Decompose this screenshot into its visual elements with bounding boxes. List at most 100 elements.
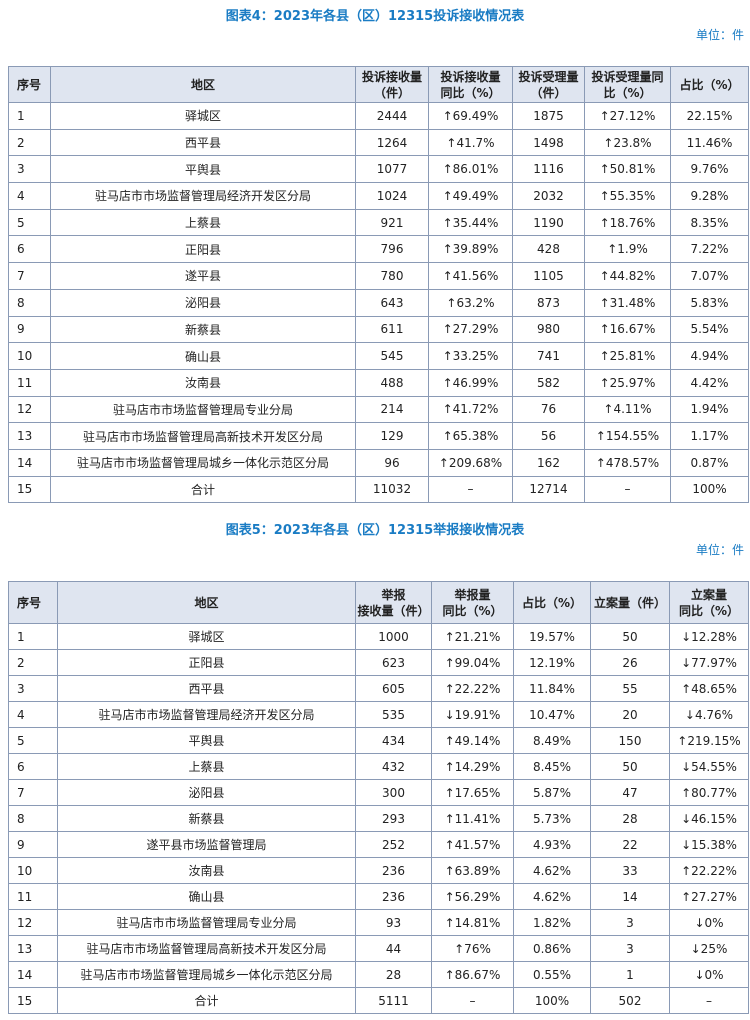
table-cell: 796 <box>355 235 429 264</box>
table-row: 4 驻马店市市场监督管理局经济开发区分局 535 ↓19.91% 10.47% 20 ↓4.… <box>8 701 749 728</box>
table-cell: 9 <box>8 831 58 858</box>
table-cell: ↓19.91% <box>431 701 514 728</box>
table-cell: 驻马店市市场监督管理局高新技术开发区分局 <box>57 935 356 962</box>
table-cell: – <box>669 987 749 1014</box>
table-row: 13 驻马店市市场监督管理局高新技术开发区分局 44 ↑76% 0.86% 3 ↓25% <box>8 935 749 962</box>
table-cell: 汝南县 <box>57 857 356 884</box>
table-cell: ↑55.35% <box>584 182 671 210</box>
table-cell: ↑27.27% <box>669 883 749 910</box>
header-text: 占比（%） <box>521 595 583 610</box>
header-cell: 举报量 同比（%） <box>431 581 514 624</box>
header-text: 投诉受理量 <box>518 69 579 84</box>
table-row: 9 新蔡县 611 ↑27.29% 980 ↑16.67% 5.54% <box>8 315 749 344</box>
table-cell: 1116 <box>512 155 585 184</box>
table-cell: 7 <box>8 262 51 290</box>
table-cell: ↑22.22% <box>431 675 514 702</box>
table-cell: 20 <box>590 701 670 728</box>
header-text: 同比（%） <box>678 603 740 618</box>
table-cell: 150 <box>590 727 670 754</box>
header-cell: 地区 <box>57 581 356 624</box>
table-cell: 7.22% <box>670 235 749 264</box>
table-cell: 平舆县 <box>57 727 356 754</box>
header-row: 序号 地区 举报 接收量（件） 举报量 同比（%） 占比（%） 立案量（件） 立案量 同比（%） <box>8 581 749 624</box>
table-cell: 47 <box>590 779 670 806</box>
table-cell: 8 <box>8 805 58 832</box>
header-row: 序号 地区 投诉接收量 （件） 投诉接收量 同比（%） 投诉受理量 （件） 投诉受理量同 比（%）… <box>8 66 749 103</box>
header-cell: 立案量（件） <box>590 581 670 624</box>
header-cell: 序号 <box>8 66 51 103</box>
header-cell: 投诉受理量同 比（%） <box>584 66 671 103</box>
table-cell: 5111 <box>355 987 432 1014</box>
table-cell: 9 <box>8 315 51 344</box>
table-cell: 100% <box>513 987 591 1014</box>
table-cell: 4.93% <box>513 831 591 858</box>
header-text: （件） <box>530 85 567 100</box>
table-cell: 10.47% <box>513 701 591 728</box>
header-text: 地区 <box>194 595 219 610</box>
table-cell: 5 <box>8 727 58 754</box>
table-cell: 873 <box>512 288 585 317</box>
table-cell: ↓25% <box>669 935 749 962</box>
table-cell: ↑31.48% <box>584 288 671 317</box>
table-cell: 1024 <box>355 182 429 210</box>
table-row: 9 遂平县市场监督管理局 252 ↑41.57% 4.93% 22 ↓15.38% <box>8 831 749 858</box>
table-cell: 44 <box>355 935 432 962</box>
table-cell: 12.19% <box>513 649 591 676</box>
table-cell: 13 <box>8 422 51 450</box>
table-cell: – <box>584 475 671 504</box>
table-cell: 3 <box>8 155 51 184</box>
table-cell: 8.49% <box>513 727 591 754</box>
table-cell: 0.87% <box>670 448 749 477</box>
table-cell: ↑25.81% <box>584 342 671 370</box>
table-cell: ↑48.65% <box>669 675 749 702</box>
header-text: 接收量（件） <box>357 603 430 618</box>
table-cell: ↑16.67% <box>584 315 671 344</box>
header-text: 同比（%） <box>440 85 501 100</box>
table-cell: 428 <box>512 235 585 264</box>
table-cell: ↑219.15% <box>669 727 749 754</box>
table-cell: 5.73% <box>513 805 591 832</box>
table-cell: 8 <box>8 288 51 317</box>
table-cell: ↑99.04% <box>431 649 514 676</box>
table-cell: 545 <box>355 342 429 370</box>
header-text: 投诉接收量 <box>361 69 422 84</box>
unit-label: 单位：件 <box>695 543 744 557</box>
table-cell: ↑17.65% <box>431 779 514 806</box>
table-cell: 236 <box>355 857 432 884</box>
header-text: 比（%） <box>603 85 652 100</box>
table-cell: 7 <box>8 779 58 806</box>
table-cell: ↓15.38% <box>669 831 749 858</box>
table-cell: 驻马店市市场监督管理局经济开发区分局 <box>57 701 356 728</box>
table-cell: ↑25.97% <box>584 368 671 397</box>
table-cell: ↑41.7% <box>428 128 513 157</box>
table-cell: 15 <box>8 475 51 504</box>
table-cell: 汝南县 <box>50 368 356 397</box>
table-row: 7 泌阳县 300 ↑17.65% 5.87% 47 ↑80.77% <box>8 779 749 806</box>
table-cell: ↑50.81% <box>584 155 671 184</box>
table-cell: 5.54% <box>670 315 749 344</box>
table-cell: 3 <box>8 675 58 702</box>
table-cell: ↓0% <box>669 909 749 936</box>
table-cell: 合计 <box>50 475 356 504</box>
table-cell: 1.94% <box>670 395 749 424</box>
table-cell: ↑14.81% <box>431 909 514 936</box>
table-row: 8 新蔡县 293 ↑11.41% 5.73% 28 ↓46.15% <box>8 805 749 832</box>
table-cell: 西平县 <box>57 675 356 702</box>
table-cell: ↑56.29% <box>431 883 514 910</box>
table-cell: 252 <box>355 831 432 858</box>
table-cell: 605 <box>355 675 432 702</box>
table-cell: 643 <box>355 288 429 317</box>
table-row: 10 汝南县 236 ↑63.89% 4.62% 33 ↑22.22% <box>8 857 749 884</box>
table-cell: ↑209.68% <box>428 448 513 477</box>
table-cell: 5.87% <box>513 779 591 806</box>
table-cell: 驻马店市市场监督管理局高新技术开发区分局 <box>50 422 356 450</box>
table-cell: ↑41.56% <box>428 262 513 290</box>
table-cell: 驿城区 <box>50 102 356 130</box>
table-cell: 56 <box>512 422 585 450</box>
table-cell: ↑35.44% <box>428 208 513 237</box>
header-text: 序号 <box>17 77 42 92</box>
table-cell: 13 <box>8 935 58 962</box>
table-cell: 432 <box>355 753 432 780</box>
table-row: 8 泌阳县 643 ↑63.2% 873 ↑31.48% 5.83% <box>8 288 749 317</box>
header-text: 地区 <box>190 77 215 92</box>
